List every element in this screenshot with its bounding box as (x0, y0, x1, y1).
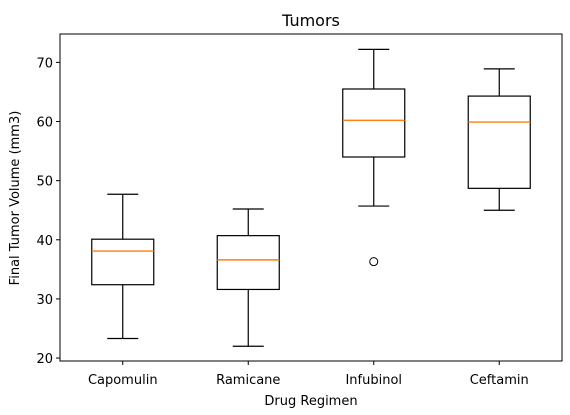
iqr-box (467, 95, 531, 189)
x-axis-label: Drug Regimen (264, 394, 357, 409)
x-axis-ticks: Capomulin Ramicane Infubinol Ceftamin (88, 361, 529, 388)
box-group (91, 193, 155, 340)
plot-frame (59, 33, 563, 362)
y-tick-label: 20 (36, 352, 53, 367)
y-tick-label: 70 (36, 56, 53, 71)
outlier-point (369, 257, 379, 267)
x-tick-label: Ramicane (216, 373, 280, 388)
box-group (467, 68, 531, 211)
iqr-box (91, 238, 155, 286)
chart-title: Tumors (281, 11, 340, 30)
iqr-box (342, 88, 406, 158)
y-tick-label: 30 (36, 293, 53, 308)
y-tick-label: 50 (36, 175, 53, 190)
box-series (91, 48, 531, 347)
y-tick-label: 60 (36, 116, 53, 131)
box-group (216, 208, 280, 347)
box-group (342, 48, 406, 267)
x-tick-label: Infubinol (345, 373, 402, 388)
y-axis-label: Final Tumor Volume (mm3) (8, 111, 23, 286)
y-axis-ticks: 20 30 40 50 60 70 (36, 56, 60, 367)
x-tick-label: Ceftamin (470, 373, 529, 388)
x-tick-label: Capomulin (88, 373, 158, 388)
iqr-box (216, 235, 280, 291)
y-tick-label: 40 (36, 234, 53, 249)
